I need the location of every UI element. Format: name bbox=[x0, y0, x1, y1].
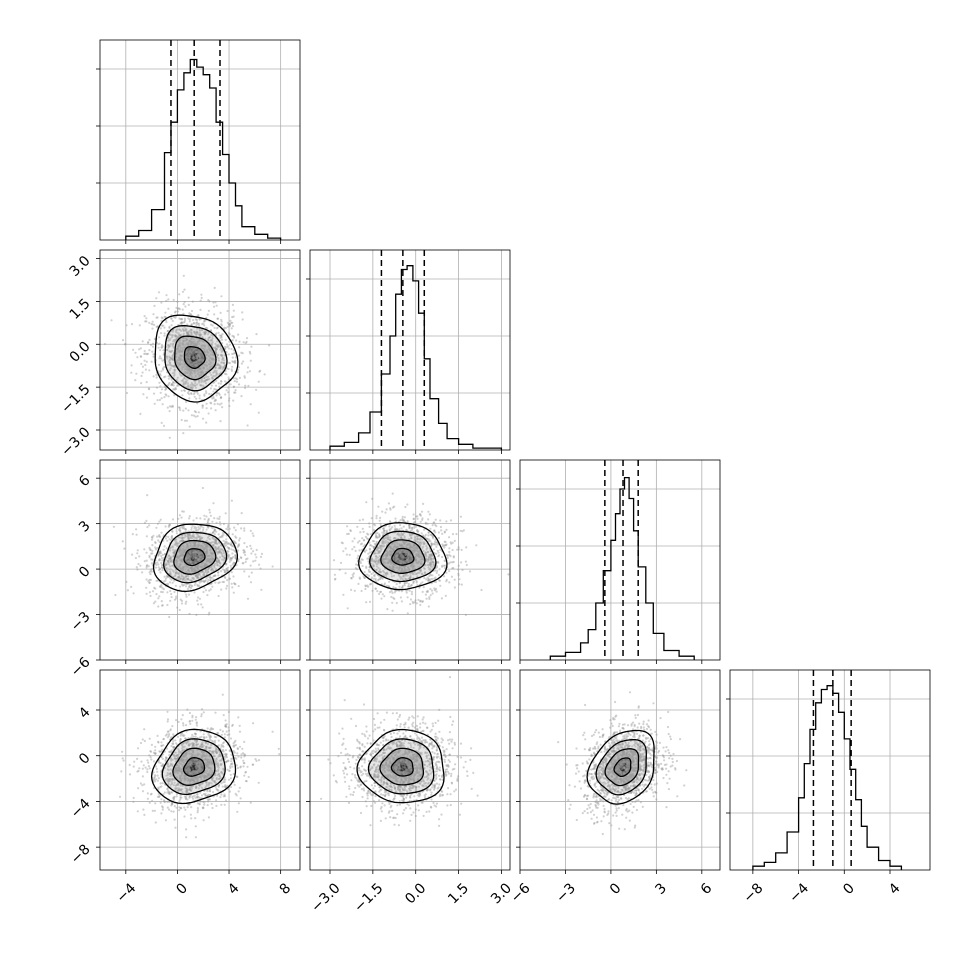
x-tick-label: 4 bbox=[886, 880, 904, 898]
contour-line bbox=[163, 531, 228, 584]
contour-line bbox=[369, 530, 437, 583]
contour-line bbox=[613, 757, 632, 778]
y-tick-label: −4 bbox=[68, 796, 94, 822]
contour-line bbox=[172, 747, 216, 786]
contour-line bbox=[183, 345, 206, 370]
contour-line bbox=[391, 547, 415, 566]
contour-line bbox=[604, 748, 640, 787]
scatter-points bbox=[118, 693, 281, 839]
contour-line bbox=[183, 548, 206, 567]
x-tick-label: −3.0 bbox=[308, 880, 343, 915]
x-tick-label: 4 bbox=[225, 880, 243, 898]
x-tick-label: 6 bbox=[698, 880, 716, 898]
density-fill bbox=[155, 315, 238, 402]
contour-line bbox=[174, 335, 217, 381]
y-tick-label: 3 bbox=[76, 518, 94, 536]
scatter-points bbox=[320, 676, 479, 828]
histogram-3 bbox=[549, 476, 695, 660]
contour-line bbox=[367, 738, 435, 795]
contour-line bbox=[154, 314, 239, 403]
density-level bbox=[619, 763, 627, 772]
histogram-1 bbox=[125, 58, 282, 240]
contour-line bbox=[586, 729, 655, 805]
panel-frame bbox=[309, 249, 511, 451]
panel-frame bbox=[99, 39, 301, 241]
contour-line bbox=[380, 539, 426, 574]
histogram-4 bbox=[752, 685, 903, 870]
x-tick-label: −1.5 bbox=[351, 880, 386, 915]
y-tick-label: 0 bbox=[76, 563, 94, 581]
x-tick-label: 0 bbox=[173, 880, 191, 898]
y-tick-label: −6 bbox=[68, 654, 94, 680]
contour-line bbox=[164, 325, 228, 392]
x-tick-label: −3 bbox=[553, 880, 579, 906]
contour-line bbox=[595, 738, 647, 796]
density-level bbox=[398, 553, 408, 561]
contour-line bbox=[150, 728, 237, 805]
x-tick-label: 0 bbox=[840, 880, 858, 898]
panel-frame bbox=[99, 669, 301, 871]
y-tick-label: 3.0 bbox=[67, 253, 94, 280]
y-tick-label: −1.5 bbox=[58, 381, 93, 416]
scatter-points bbox=[332, 492, 510, 617]
contour-line bbox=[379, 747, 425, 786]
scatter-points bbox=[112, 486, 274, 619]
x-tick-label: 0 bbox=[607, 880, 625, 898]
x-tick-label: −8 bbox=[741, 880, 767, 906]
density-level bbox=[189, 763, 199, 772]
contour-line bbox=[161, 738, 226, 796]
panel-frame bbox=[309, 669, 511, 871]
x-tick-label: 1.5 bbox=[445, 880, 472, 907]
x-tick-label: 8 bbox=[277, 880, 295, 898]
y-tick-label: 6 bbox=[76, 472, 94, 490]
panel-frame bbox=[99, 249, 301, 451]
panel-frame bbox=[519, 669, 721, 871]
y-tick-label: 4 bbox=[76, 704, 94, 722]
contour-line bbox=[390, 757, 414, 777]
contour-line bbox=[358, 522, 448, 591]
panel-frame bbox=[519, 459, 721, 661]
x-tick-label: −4 bbox=[114, 880, 140, 906]
density-level bbox=[189, 553, 199, 561]
x-tick-label: 0.0 bbox=[402, 880, 429, 907]
y-tick-label: −8 bbox=[68, 841, 94, 867]
y-tick-label: 0 bbox=[76, 750, 94, 768]
contour-line bbox=[152, 523, 239, 593]
y-tick-label: 1.5 bbox=[67, 296, 94, 323]
x-tick-label: −6 bbox=[508, 880, 534, 906]
y-tick-label: −3.0 bbox=[58, 424, 93, 459]
y-tick-label: 0.0 bbox=[67, 339, 94, 366]
y-tick-label: −3 bbox=[68, 609, 94, 635]
panel-frame bbox=[309, 459, 511, 661]
contour-line bbox=[173, 539, 217, 575]
x-tick-label: 3 bbox=[652, 880, 670, 898]
histogram-2 bbox=[329, 265, 503, 450]
density-level bbox=[189, 352, 199, 363]
panel-frame bbox=[729, 669, 931, 871]
panel-frame bbox=[99, 459, 301, 661]
contour-line bbox=[356, 728, 445, 804]
scatter-points bbox=[557, 691, 688, 836]
density-level bbox=[397, 763, 408, 772]
x-tick-label: −4 bbox=[786, 880, 812, 906]
contour-line bbox=[182, 757, 206, 777]
